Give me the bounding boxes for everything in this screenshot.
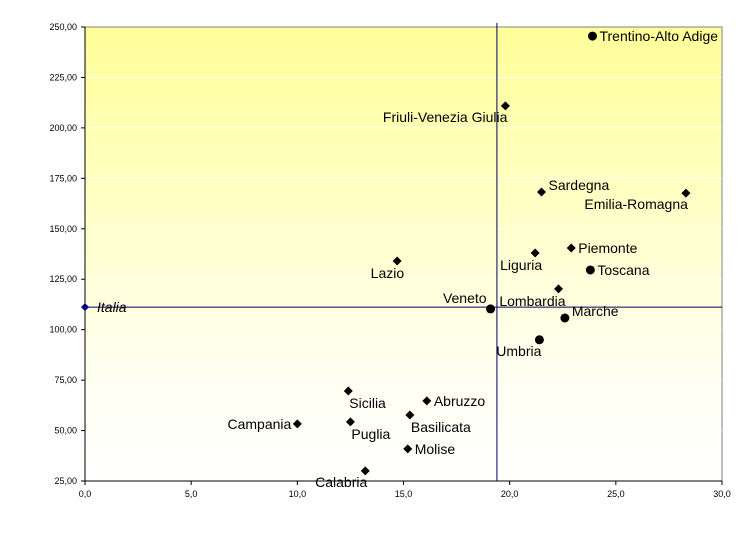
y-tick-label: 175,00 — [49, 173, 77, 183]
point-label: Marche — [572, 303, 619, 319]
data-point — [360, 466, 370, 476]
data-point — [554, 284, 564, 294]
y-tick-label: 100,00 — [49, 325, 77, 335]
x-tick-label: 20,0 — [501, 489, 519, 499]
data-point — [566, 243, 576, 253]
x-tick-label: 30,0 — [713, 489, 731, 499]
point-label: Sicilia — [349, 395, 386, 411]
x-tick-label: 15,0 — [395, 489, 413, 499]
data-point — [422, 396, 432, 406]
data-point — [560, 313, 570, 323]
point-label: Molise — [415, 441, 456, 457]
point-label: Campania — [228, 416, 292, 432]
y-tick-label: 50,00 — [54, 426, 77, 436]
data-point — [587, 31, 597, 41]
y-tick-label: 25,00 — [54, 476, 77, 486]
data-point — [403, 444, 413, 454]
y-tick-label: 125,00 — [49, 274, 77, 284]
point-label: Emilia-Romagna — [584, 196, 688, 212]
point-label: Sardegna — [549, 177, 610, 193]
plot-area — [84, 26, 723, 482]
italia-point — [81, 303, 89, 312]
data-point — [534, 335, 544, 345]
data-point — [405, 410, 415, 420]
point-label: Liguria — [500, 257, 542, 273]
y-tick-label: 150,00 — [49, 224, 77, 234]
data-point — [486, 304, 496, 314]
y-tick-label: 225,00 — [49, 72, 77, 82]
data-point — [345, 417, 355, 427]
x-tick-label: 25,0 — [607, 489, 625, 499]
data-point — [500, 101, 510, 111]
point-label: Piemonte — [578, 240, 637, 256]
point-label: Calabria — [315, 474, 367, 490]
point-label: Puglia — [351, 426, 390, 442]
data-point — [392, 256, 402, 266]
point-label: Basilicata — [411, 419, 471, 435]
y-tick-label: 250,00 — [49, 22, 77, 32]
point-label: Trentino-Alto Adige — [599, 28, 718, 44]
data-point — [343, 386, 353, 396]
point-label: Umbria — [496, 343, 541, 359]
point-label: Lazio — [371, 265, 405, 281]
data-point — [530, 248, 540, 258]
y-tick-label: 200,00 — [49, 123, 77, 133]
point-label: Veneto — [443, 290, 487, 306]
data-point — [292, 419, 302, 429]
point-label: Toscana — [597, 262, 649, 278]
point-label: Lombardia — [499, 293, 565, 309]
point-label: Friuli-Venezia Giulia — [383, 109, 508, 125]
x-tick-label: 10,0 — [289, 489, 307, 499]
y-tick-label: 75,00 — [54, 375, 77, 385]
x-tick-label: 5,0 — [185, 489, 198, 499]
data-point — [537, 187, 547, 197]
x-tick-label: 0,0 — [79, 489, 92, 499]
italia-label: Italia — [97, 299, 127, 315]
point-label: Abruzzo — [434, 393, 486, 409]
data-point — [585, 265, 595, 275]
data-point — [681, 188, 691, 198]
